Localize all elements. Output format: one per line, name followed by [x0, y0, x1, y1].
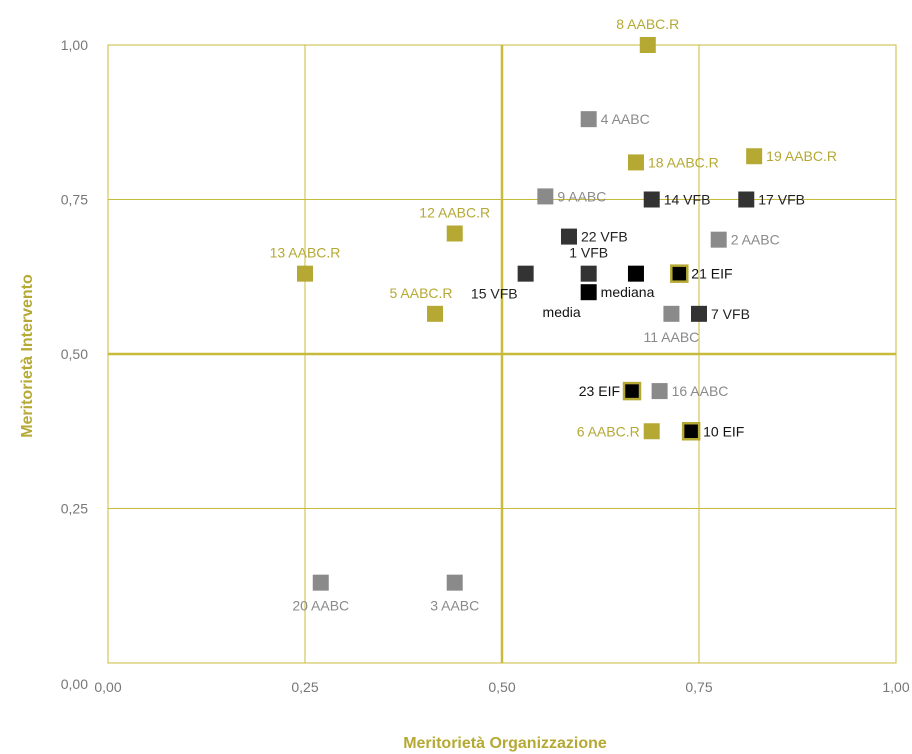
point-label: 8 AABC.R	[616, 16, 679, 32]
point-label: 9 AABC	[557, 188, 606, 204]
point-marker	[427, 305, 444, 322]
point-label: 7 VFB	[711, 306, 750, 322]
y-tick-label: 0,50	[61, 346, 88, 362]
point-marker	[670, 264, 689, 283]
point-marker	[517, 265, 534, 282]
point-label: 15 VFB	[471, 286, 518, 302]
point-label: 10 EIF	[703, 423, 744, 439]
point-marker	[681, 422, 701, 441]
point-marker	[643, 423, 660, 440]
point-label: 13 AABC.R	[270, 245, 341, 261]
y-tick-label: 1,00	[61, 37, 88, 53]
point-marker	[627, 265, 644, 282]
point-label: 2 AABC	[731, 232, 780, 248]
point-marker	[738, 191, 755, 208]
point-label: 19 AABC.R	[766, 148, 837, 164]
point-marker	[560, 228, 577, 245]
point-marker	[651, 383, 668, 400]
point-label: 5 AABC.R	[390, 285, 453, 301]
point-label: 16 AABC	[672, 383, 729, 399]
point-label: 23 EIF	[579, 383, 620, 399]
point-label: 17 VFB	[758, 192, 805, 208]
x-tick-label: 1,00	[882, 679, 909, 695]
point-marker	[446, 225, 463, 242]
point-marker	[746, 148, 763, 165]
data-labels: 8 AABC.R 4 AABC 19 AABC.R 18 AABC.R 9 AABC 14…	[270, 16, 837, 614]
y-axis-ticks: 0,00 0,25 0,50 0,75 1,00	[61, 37, 88, 692]
point-label: 6 AABC.R	[577, 423, 640, 439]
point-label: media	[543, 304, 581, 320]
point-label: 14 VFB	[664, 192, 711, 208]
point-marker	[446, 574, 463, 591]
point-label: 21 EIF	[691, 266, 732, 282]
point-marker	[691, 305, 707, 322]
point-marker	[643, 191, 660, 208]
point-marker	[312, 574, 329, 591]
point-label: 20 AABC	[292, 598, 349, 614]
point-marker	[537, 188, 554, 205]
y-tick-label: 0,75	[61, 192, 88, 208]
x-tick-label: 0,25	[291, 679, 318, 695]
x-tick-label: 0,75	[685, 679, 712, 695]
x-tick-label: 0,50	[488, 679, 515, 695]
point-label: 11 AABC	[644, 329, 700, 345]
point-marker	[622, 381, 642, 401]
point-marker	[580, 265, 597, 282]
x-axis-ticks: 0,00 0,25 0,50 0,75 1,00	[94, 679, 909, 695]
x-axis-title: Meritorietà Organizzazione	[403, 735, 607, 752]
point-label: mediana	[601, 284, 655, 300]
point-label: 1 VFB	[569, 245, 608, 261]
point-label: 18 AABC.R	[648, 154, 719, 170]
y-tick-label: 0,25	[61, 501, 88, 517]
y-tick-label: 0,00	[61, 676, 88, 692]
point-marker	[710, 231, 727, 248]
point-label: 22 VFB	[581, 229, 628, 245]
grid	[107, 44, 897, 664]
point-marker	[297, 265, 313, 282]
point-label: 3 AABC	[430, 598, 479, 614]
point-marker	[663, 305, 680, 322]
point-marker	[639, 37, 656, 53]
point-marker	[627, 154, 644, 171]
x-tick-label: 0,00	[94, 679, 121, 695]
y-axis-title: Meritorietà Intervento	[19, 274, 36, 438]
point-marker	[580, 111, 597, 128]
point-label: 4 AABC	[601, 111, 650, 127]
point-marker	[580, 284, 597, 301]
point-label: 12 AABC.R	[419, 204, 490, 220]
data-points	[297, 37, 763, 591]
